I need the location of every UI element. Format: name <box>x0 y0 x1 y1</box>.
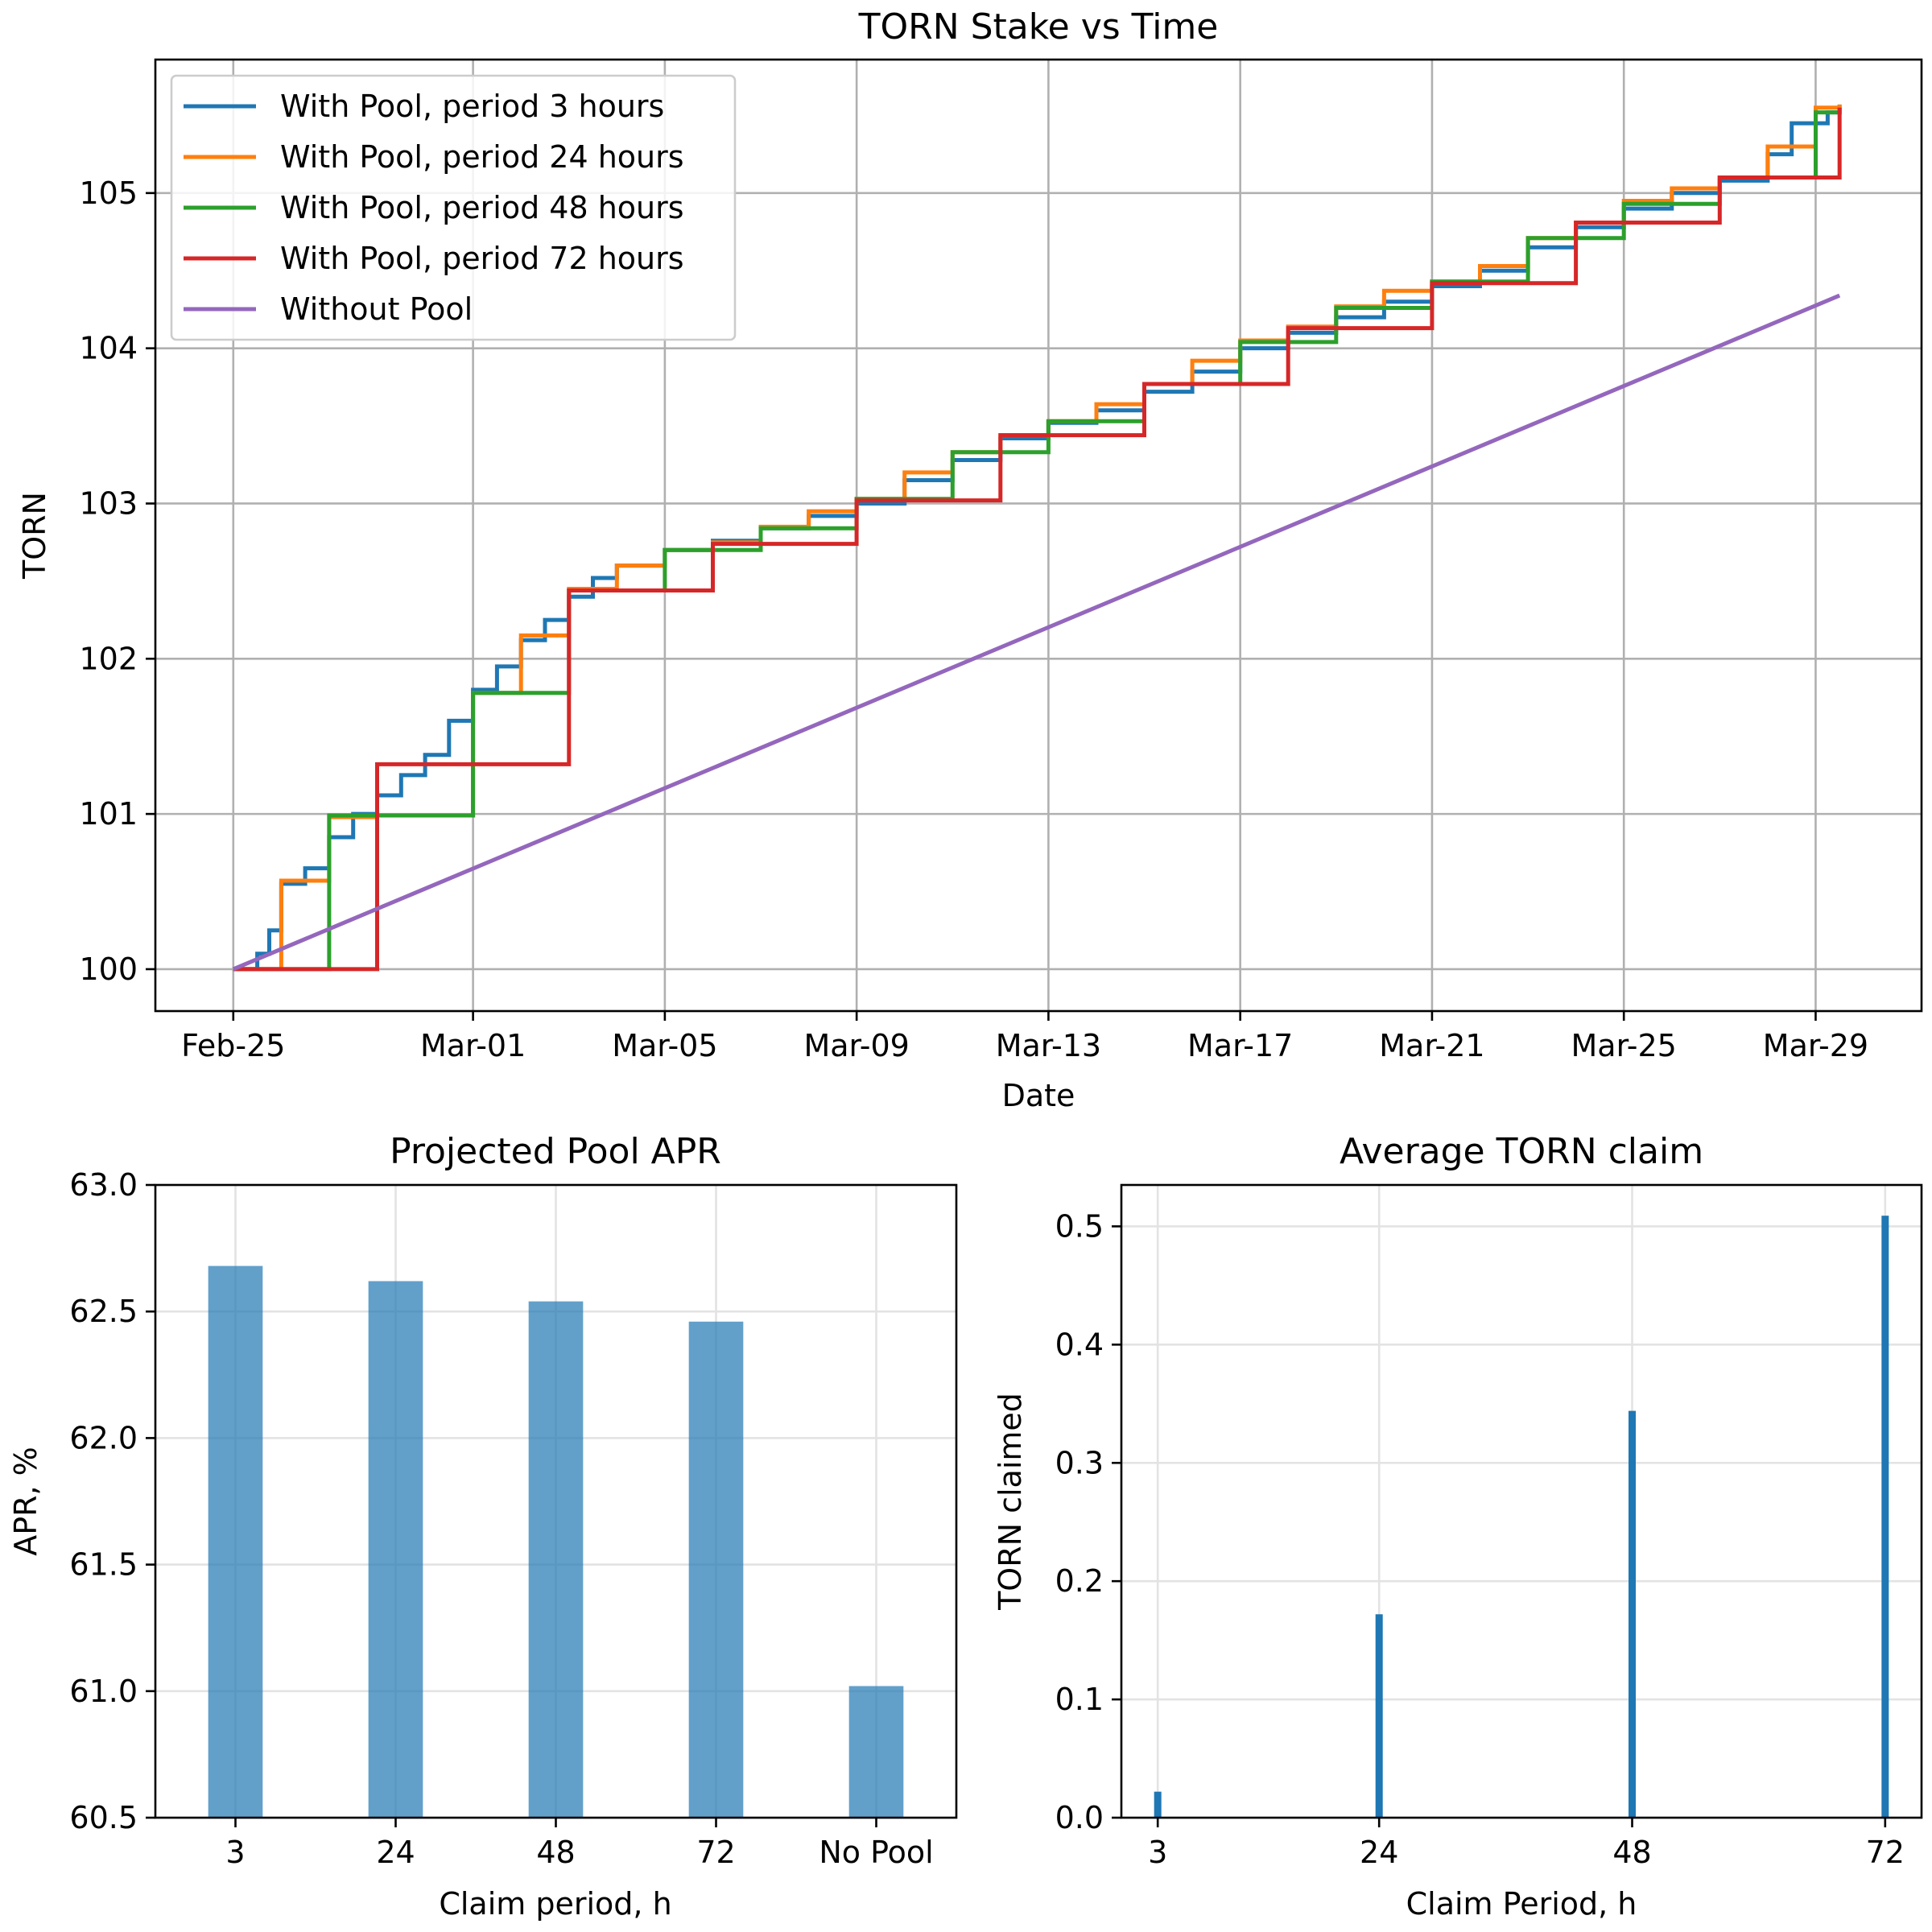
y-tick-label: 0.3 <box>1055 1445 1104 1480</box>
y-tick-label: 63.0 <box>69 1167 138 1203</box>
x-tick-label: Mar-13 <box>996 1028 1101 1063</box>
x-tick-label: 3 <box>225 1835 245 1870</box>
x-tick-label: Mar-29 <box>1763 1028 1868 1063</box>
y-tick-label: 102 <box>79 641 138 676</box>
apr-y-axis-label: APR, % <box>8 1447 43 1556</box>
apr-y-ticks: 60.5 61.0 61.5 62.0 62.5 63.0 <box>69 1167 155 1835</box>
x-tick-label: Mar-05 <box>612 1028 717 1063</box>
legend-frame <box>170 74 737 341</box>
claim-grid <box>1121 1185 1922 1819</box>
bar-48 <box>528 1301 584 1818</box>
bar-72 <box>1881 1216 1889 1818</box>
x-tick-label: Mar-09 <box>803 1028 909 1063</box>
claim-y-axis-label: TORN claimed <box>993 1393 1028 1611</box>
y-tick-label: 0.2 <box>1055 1563 1104 1599</box>
apr-x-axis-label: Claim period, h <box>439 1886 671 1922</box>
top-chart-title: TORN Stake vs Time <box>858 6 1219 47</box>
average-claim-chart: 3 24 48 72 0.0 0.1 0.2 0.3 0.4 0.5 Average TORN … <box>993 1131 1923 1922</box>
y-tick-label: 100 <box>79 952 138 987</box>
x-tick-label: 24 <box>376 1835 415 1870</box>
claim-x-axis-label: Claim Period, h <box>1406 1886 1637 1922</box>
x-tick-label: Mar-25 <box>1571 1028 1677 1063</box>
claim-y-ticks: 0.0 0.1 0.2 0.3 0.4 0.5 <box>1055 1208 1121 1835</box>
claim-x-ticks: 3 24 48 72 <box>1148 1818 1905 1870</box>
bar-3 <box>208 1265 263 1818</box>
series-line-without-pool <box>232 293 1841 972</box>
legend-label-without-pool: Without Pool <box>280 291 473 327</box>
top-x-ticks: Feb-25 Mar-01 Mar-05 Mar-09 Mar-13 Mar-17 Mar-… <box>181 1011 1868 1063</box>
y-tick-label: 104 <box>79 331 138 366</box>
legend-label-with-pool-period-3-hours: With Pool, period 3 hours <box>280 89 664 124</box>
bar-72 <box>688 1321 744 1818</box>
top-series <box>232 104 1842 972</box>
bar-48 <box>1629 1410 1637 1818</box>
stake-vs-time-chart: Feb-25 Mar-01 Mar-05 Mar-09 Mar-13 Mar-17 Mar-… <box>17 6 1923 1113</box>
y-tick-label: 0.0 <box>1055 1800 1104 1835</box>
y-tick-label: 60.5 <box>69 1800 138 1835</box>
legend-label-with-pool-period-48-hours: With Pool, period 48 hours <box>280 190 684 225</box>
top-plot-frame <box>154 58 1923 1013</box>
apr-chart-title: Projected Pool APR <box>390 1131 721 1172</box>
x-tick-label: 3 <box>1148 1835 1167 1870</box>
y-tick-label: 62.0 <box>69 1420 138 1455</box>
series-line-with-pool-period-72-hours <box>233 107 1842 972</box>
projected-apr-chart: 3 24 48 72 No Pool 60.561.061.562.062.563.0 … <box>8 1131 958 1922</box>
bar-no-pool <box>848 1686 904 1818</box>
y-tick-label: 62.5 <box>69 1294 138 1329</box>
apr-bars <box>208 1265 904 1818</box>
legend-label-with-pool-period-72-hours: With Pool, period 72 hours <box>280 241 684 276</box>
legend-label-with-pool-period-24-hours: With Pool, period 24 hours <box>280 139 684 175</box>
y-tick-label: 105 <box>79 175 138 211</box>
bar-3 <box>1154 1791 1162 1818</box>
top-y-axis-label: TORN <box>17 492 52 580</box>
legend-entries: With Pool, period 3 hours With Pool, peri… <box>184 89 684 327</box>
x-tick-label: No Pool <box>819 1835 933 1870</box>
y-tick-label: 0.4 <box>1055 1327 1104 1362</box>
y-tick-label: 61.0 <box>69 1674 138 1709</box>
x-tick-label: 48 <box>536 1835 575 1870</box>
x-tick-label: 24 <box>1360 1835 1398 1870</box>
y-tick-label: 101 <box>79 796 138 832</box>
x-tick-label: Feb-25 <box>181 1028 285 1063</box>
x-tick-label: Mar-17 <box>1187 1028 1293 1063</box>
claim-plot-frame <box>1120 1183 1923 1819</box>
x-tick-label: Mar-21 <box>1379 1028 1484 1063</box>
bar-24 <box>368 1281 423 1818</box>
x-tick-label: 72 <box>696 1835 735 1870</box>
y-tick-label: 0.1 <box>1055 1682 1104 1717</box>
legend: With Pool, period 3 hours With Pool, peri… <box>170 74 737 341</box>
top-y-ticks: 100 101 102 103 104 105 <box>79 175 155 987</box>
bar-24 <box>1375 1614 1383 1818</box>
y-tick-label: 61.5 <box>69 1547 138 1583</box>
claim-chart-title: Average TORN claim <box>1340 1131 1703 1172</box>
x-tick-label: 72 <box>1866 1835 1905 1870</box>
y-tick-label: 103 <box>79 485 138 521</box>
claim-bars <box>1154 1216 1889 1818</box>
x-tick-label: 48 <box>1612 1835 1651 1870</box>
y-tick-label: 0.5 <box>1055 1208 1104 1244</box>
x-tick-label: Mar-01 <box>420 1028 526 1063</box>
apr-x-ticks: 3 24 48 72 No Pool <box>225 1818 934 1870</box>
top-x-axis-label: Date <box>1002 1078 1075 1113</box>
